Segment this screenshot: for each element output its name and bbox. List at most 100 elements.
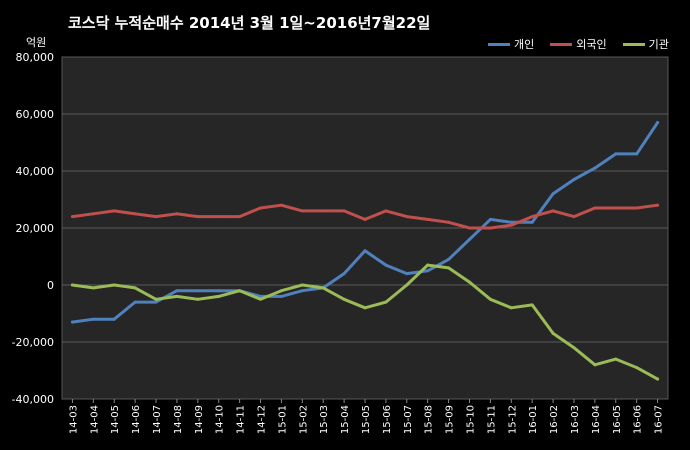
- data-point: [405, 283, 409, 287]
- data-point: [154, 300, 158, 304]
- data-point: [91, 212, 95, 216]
- data-point: [363, 306, 367, 310]
- data-point: [279, 203, 283, 207]
- x-tick-label: 15-12: [507, 405, 518, 434]
- y-tick-label: 40,000: [16, 165, 55, 178]
- data-point: [217, 294, 221, 298]
- data-point: [593, 206, 597, 210]
- data-point: [384, 209, 388, 213]
- data-point: [572, 178, 576, 182]
- data-point: [447, 220, 451, 224]
- data-point: [70, 215, 74, 219]
- data-point: [426, 263, 430, 267]
- data-point: [217, 215, 221, 219]
- x-tick-label: 14-08: [173, 405, 184, 434]
- x-tick-label: 15-05: [361, 405, 372, 434]
- data-point: [551, 209, 555, 213]
- data-point: [656, 377, 660, 381]
- data-point: [656, 203, 660, 207]
- data-point: [509, 306, 513, 310]
- legend-item-foreign: 외국인: [550, 36, 607, 52]
- data-point: [342, 297, 346, 301]
- data-point: [572, 346, 576, 350]
- x-tick-label: 15-08: [424, 405, 435, 434]
- data-point: [551, 192, 555, 196]
- legend-item-institution: 기관: [622, 36, 669, 52]
- data-point: [614, 152, 618, 156]
- x-tick-label: 15-06: [382, 405, 393, 434]
- x-tick-label: 15-01: [277, 405, 288, 434]
- data-point: [405, 215, 409, 219]
- data-point: [238, 215, 242, 219]
- data-point: [551, 331, 555, 335]
- data-point: [488, 226, 492, 230]
- y-tick-label: 60,000: [16, 108, 55, 121]
- data-point: [530, 220, 534, 224]
- data-point: [91, 317, 95, 321]
- data-point: [342, 272, 346, 276]
- data-point: [112, 283, 116, 287]
- y-tick-label: 0: [47, 279, 54, 292]
- data-point: [196, 297, 200, 301]
- data-point: [635, 366, 639, 370]
- legend-label-foreign: 외국인: [576, 38, 607, 51]
- data-point: [342, 209, 346, 213]
- data-point: [154, 297, 158, 301]
- data-point: [321, 286, 325, 290]
- data-point: [530, 303, 534, 307]
- y-tick-label: 80,000: [16, 51, 55, 64]
- x-tick-label: 14-11: [236, 405, 247, 434]
- data-point: [447, 257, 451, 261]
- y-tick-label: -40,000: [12, 393, 54, 406]
- x-tick-label: 15-10: [465, 405, 476, 434]
- legend-swatch-institution: [622, 42, 645, 46]
- data-point: [196, 215, 200, 219]
- data-point: [300, 289, 304, 293]
- data-point: [614, 357, 618, 361]
- data-point: [321, 209, 325, 213]
- legend-item-individual: 개인: [488, 36, 534, 52]
- data-point: [300, 283, 304, 287]
- x-tick-label: 16-06: [633, 405, 644, 434]
- x-tick-label: 14-09: [194, 405, 205, 434]
- data-point: [635, 152, 639, 156]
- data-point: [259, 206, 263, 210]
- data-point: [363, 217, 367, 221]
- x-tick-label: 15-04: [340, 405, 351, 434]
- data-point: [175, 212, 179, 216]
- data-point: [175, 289, 179, 293]
- data-point: [70, 320, 74, 324]
- legend-label-institution: 기관: [648, 38, 669, 51]
- data-point: [593, 166, 597, 170]
- data-point: [196, 289, 200, 293]
- data-point: [133, 212, 137, 216]
- data-point: [70, 283, 74, 287]
- y-tick-label: -20,000: [12, 336, 54, 349]
- data-point: [300, 209, 304, 213]
- y-axis-unit-label: 억원: [26, 36, 47, 49]
- x-tick-label: 14-04: [89, 405, 100, 434]
- data-point: [614, 206, 618, 210]
- x-tick-label: 16-04: [591, 405, 602, 434]
- data-point: [593, 363, 597, 367]
- x-tick-label: 15-11: [486, 405, 497, 434]
- data-point: [112, 317, 116, 321]
- x-tick-label: 16-01: [528, 405, 539, 434]
- data-point: [259, 294, 263, 298]
- legend-label-individual: 개인: [514, 38, 535, 51]
- data-point: [217, 289, 221, 293]
- data-point: [467, 226, 471, 230]
- x-tick-label: 14-10: [215, 405, 226, 434]
- legend-swatch-individual: [488, 42, 510, 46]
- x-tick-label: 14-05: [110, 405, 121, 434]
- data-point: [175, 294, 179, 298]
- data-point: [509, 223, 513, 227]
- x-tick-label: 16-03: [570, 405, 581, 434]
- data-point: [488, 217, 492, 221]
- x-tick-label: 15-02: [298, 405, 309, 434]
- data-point: [384, 300, 388, 304]
- data-point: [133, 300, 137, 304]
- x-tick-label: 16-02: [549, 405, 560, 434]
- data-point: [91, 286, 95, 290]
- data-point: [279, 289, 283, 293]
